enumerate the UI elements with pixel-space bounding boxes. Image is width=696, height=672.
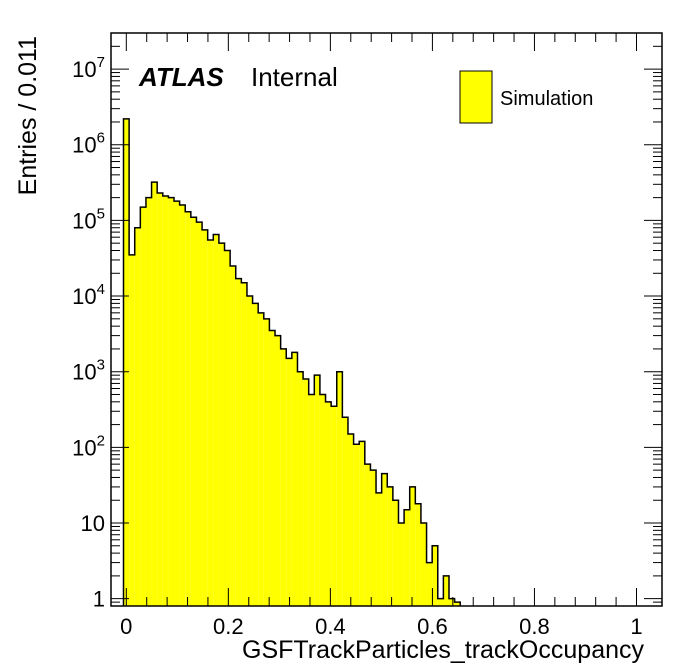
- legend-swatch: [459, 70, 493, 124]
- axis-ticks: [111, 32, 662, 606]
- histogram-bar: [280, 348, 287, 606]
- histogram-bar: [426, 562, 433, 606]
- legend: Simulation: [459, 70, 593, 124]
- histogram-bar: [218, 243, 225, 606]
- histogram-bar: [420, 523, 427, 606]
- x-axis-title: GSFTrackParticles_trackOccupancy: [242, 636, 644, 664]
- histogram-bar: [185, 211, 191, 607]
- histogram-bar: [224, 250, 231, 606]
- histogram-bar: [134, 227, 141, 606]
- histogram-bar: [454, 602, 461, 606]
- histogram-bar: [291, 352, 298, 606]
- histogram-bars: [123, 118, 461, 607]
- y-axis-title: Entries / 0.011: [14, 36, 42, 195]
- x-tick-label: 0: [120, 614, 132, 639]
- histogram-bar: [303, 379, 309, 606]
- histogram-bar: [241, 282, 247, 606]
- y-tick-label: 102: [72, 432, 105, 460]
- histogram-bar: [409, 486, 416, 606]
- histogram-bar: [246, 296, 253, 606]
- histogram-outline: [122, 118, 461, 606]
- histogram-bar: [448, 598, 455, 606]
- histogram-bar: [162, 196, 169, 606]
- histogram-bar: [398, 523, 405, 606]
- legend-label-simulation: Simulation: [500, 88, 593, 110]
- histogram-bar: [325, 401, 332, 606]
- histogram-bar: [353, 444, 360, 606]
- histogram-bar: [392, 500, 399, 606]
- x-tick-label: 0.4: [315, 614, 346, 639]
- histogram-bar: [151, 182, 158, 606]
- histogram-bar: [331, 406, 337, 606]
- histogram-bar: [230, 265, 236, 606]
- y-tick-label: 105: [72, 205, 105, 233]
- histogram-bar: [263, 318, 270, 606]
- histogram-bar: [319, 394, 326, 606]
- x-tick-label: 0.2: [213, 614, 244, 639]
- histogram-bar: [145, 197, 152, 606]
- histogram-bar: [376, 492, 382, 606]
- histogram-bar: [168, 197, 175, 606]
- atlas-label: ATLAS: [138, 62, 224, 92]
- x-tick-label: 0.6: [417, 614, 448, 639]
- histogram-bar: [140, 207, 146, 606]
- histogram-bar: [202, 229, 208, 607]
- histogram-bar: [235, 278, 242, 606]
- histogram-bar: [314, 375, 320, 606]
- histogram-bar: [213, 234, 219, 606]
- histogram-bar: [415, 503, 421, 606]
- histogram-bar: [370, 470, 377, 606]
- histogram-bar: [286, 358, 292, 606]
- plot-frame: [110, 32, 663, 607]
- histogram-bar: [297, 371, 304, 606]
- x-tick-labels: 0 0.2 0.4 0.6 0.8 1: [120, 614, 642, 639]
- histogram-bar: [196, 222, 203, 606]
- histogram-bar: [252, 303, 259, 606]
- histogram-bar: [336, 371, 343, 606]
- y-tick-label: 10: [81, 511, 105, 536]
- histogram-bar: [437, 598, 444, 606]
- histogram-bar: [381, 473, 388, 606]
- histogram-bar: [179, 204, 186, 607]
- histogram-bar: [359, 441, 365, 606]
- x-tick-label: 1: [630, 614, 642, 639]
- histogram-bar: [123, 118, 130, 606]
- internal-label: Internal: [251, 62, 338, 92]
- histogram-bar: [432, 545, 438, 606]
- histogram-bar: [404, 509, 410, 606]
- histogram-bar: [269, 330, 276, 606]
- histogram-bar: [157, 193, 163, 606]
- histogram-bar: [275, 335, 281, 606]
- histogram-bar: [387, 486, 393, 606]
- histogram-bar: [347, 434, 354, 606]
- histogram-bar: [129, 254, 135, 607]
- histogram-bar: [342, 417, 348, 606]
- y-tick-label: 1: [93, 587, 105, 612]
- histogram-bar: [308, 394, 315, 606]
- histogram-bar: [174, 201, 180, 606]
- y-tick-label: 104: [72, 281, 105, 309]
- y-tick-label: 107: [72, 54, 105, 82]
- histogram-bar: [364, 464, 371, 606]
- histogram-bar: [443, 575, 449, 606]
- y-tick-label: 103: [72, 357, 105, 385]
- histogram-bar: [190, 217, 197, 606]
- y-tick-labels: 1 10 102 103 104 105 106 107: [72, 54, 105, 612]
- histogram-bar: [258, 312, 264, 606]
- y-tick-label: 106: [72, 130, 105, 158]
- histogram-bar: [207, 240, 214, 606]
- x-tick-label: 0.8: [519, 614, 550, 639]
